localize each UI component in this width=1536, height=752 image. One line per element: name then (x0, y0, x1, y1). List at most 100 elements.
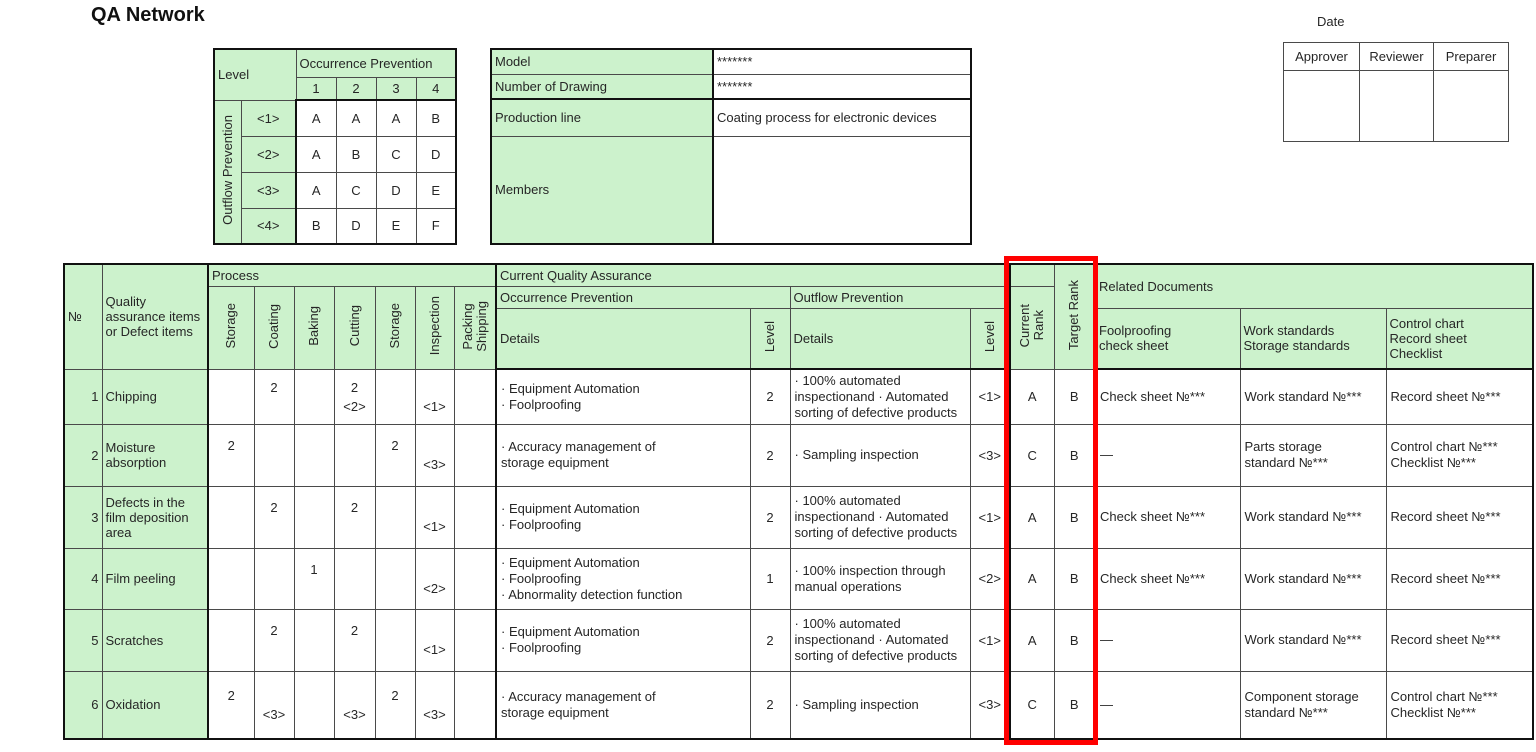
process-cell: <3> (414, 670, 455, 740)
doc-foolproofing-cell: ― (1094, 608, 1241, 672)
process-cell (207, 547, 255, 610)
outflow-details-cell: · 100% automated inspectionand · Automat… (789, 485, 971, 549)
current-rank-cell: A (1009, 608, 1055, 672)
outflow-details-cell: · 100% automated inspectionand · Automat… (789, 608, 971, 672)
signoff-header-approver: Approver (1283, 42, 1360, 71)
level-matrix-cell: A (375, 99, 417, 137)
target-rank-cell: B (1053, 670, 1096, 740)
occurrence-level-cell: 2 (749, 368, 791, 425)
level-matrix-cell: B (295, 207, 337, 245)
target-rank-cell: B (1053, 547, 1096, 610)
level-matrix-row-group-label: Outflow Prevention (213, 99, 242, 245)
header-process-baking: Baking (293, 285, 335, 370)
doc-work-standards-cell: Work standard №*** (1239, 608, 1387, 672)
current-rank-cell: C (1009, 423, 1055, 487)
current-rank-cell: C (1009, 670, 1055, 740)
process-cell (293, 485, 335, 549)
process-cell (374, 485, 416, 549)
info-value-number-of-drawing: ******* (712, 73, 972, 100)
target-rank-vertical-label: Target Rank (1066, 280, 1082, 351)
info-label-model: Model (490, 48, 714, 75)
signoff-table: Approver Reviewer Preparer (1283, 42, 1509, 142)
process-cell: 1 (293, 547, 335, 610)
target-rank-cell: B (1053, 423, 1096, 487)
outflow-details-cell: · 100% inspection through manual operati… (789, 547, 971, 610)
process-cell (207, 368, 255, 425)
process-cell: 2 (374, 423, 416, 487)
row-no: 2 (63, 423, 103, 487)
signoff-header-reviewer: Reviewer (1359, 42, 1434, 71)
info-value-model: ******* (712, 48, 972, 75)
process-cell (207, 608, 255, 672)
level-matrix-cell: D (335, 207, 377, 245)
occurrence-level-cell: 2 (749, 423, 791, 487)
header-process-cutting: Cutting (333, 285, 376, 370)
process-cell: <3> (333, 670, 376, 740)
row-no: 4 (63, 547, 103, 610)
header-current-qa-group: Current Quality Assurance (495, 263, 1011, 287)
info-value-production-line: Coating process for electronic devices (712, 98, 972, 137)
info-label-number-of-drawing: Number of Drawing (490, 73, 714, 100)
process-cell (253, 423, 295, 487)
process-cell: 2 (207, 670, 255, 740)
doc-foolproofing-cell: ― (1094, 423, 1241, 487)
doc-foolproofing-cell: Check sheet №*** (1094, 368, 1241, 425)
level-matrix-cell: E (375, 207, 417, 245)
process-cell (374, 608, 416, 672)
level-matrix-cell: F (415, 207, 457, 245)
process-cell: <1> (414, 368, 455, 425)
process-cell: 2 (374, 670, 416, 740)
process-cell (333, 423, 376, 487)
level-matrix-col-label: 1 (295, 76, 337, 101)
level-matrix-row-label: <2> (240, 135, 297, 173)
level-matrix-cell: A (295, 171, 337, 209)
header-doc-foolproofing: Foolproofing check sheet (1094, 307, 1241, 370)
process-cell (253, 547, 295, 610)
process-cell: <3> (414, 423, 455, 487)
outflow-level-cell: <3> (969, 670, 1011, 740)
process-cell: <1> (414, 485, 455, 549)
outflow-details-cell: · Sampling inspection (789, 670, 971, 740)
header-occurrence-prevention: Occurrence Prevention (495, 285, 791, 309)
process-cell (453, 608, 497, 672)
doc-work-standards-cell: Parts storage standard №*** (1239, 423, 1387, 487)
level-matrix-cell: D (415, 135, 457, 173)
signoff-stamp-preparer (1433, 70, 1509, 142)
doc-foolproofing-cell: ― (1094, 670, 1241, 740)
process-cell (293, 368, 335, 425)
table-row: 4 Film peeling 1 <2> · Equipment Automat… (63, 547, 1534, 610)
process-cell (293, 608, 335, 672)
level-matrix-cell: C (375, 135, 417, 173)
table-row: 1 Chipping 2 2 <2> <1> · Equipment Automa… (63, 368, 1534, 425)
row-item: Moisture absorption (101, 423, 209, 487)
process-cell: 2 (253, 368, 295, 425)
signoff-stamp-approver (1283, 70, 1360, 142)
outflow-level-cell: <2> (969, 547, 1011, 610)
row-no: 1 (63, 368, 103, 425)
process-cell (374, 368, 416, 425)
doc-control-chart-cell: Record sheet №*** (1385, 368, 1534, 425)
process-cell: 2 (333, 485, 376, 549)
occurrence-level-cell: 2 (749, 608, 791, 672)
occurrence-details-cell: · Equipment Automation · Foolproofing (495, 485, 751, 549)
row-no: 3 (63, 485, 103, 549)
table-row: 2 Moisture absorption 2 2 <3> · Accuracy… (63, 423, 1534, 487)
occurrence-level-cell: 2 (749, 670, 791, 740)
header-outflow-details: Details (789, 307, 971, 370)
level-matrix-col-label: 3 (375, 76, 417, 101)
doc-work-standards-cell: Work standard №*** (1239, 485, 1387, 549)
outflow-details-cell: · Sampling inspection (789, 423, 971, 487)
header-process-group: Process (207, 263, 497, 287)
level-matrix-row-label: <1> (240, 99, 297, 137)
level-matrix-row-label: <3> (240, 171, 297, 209)
level-matrix-cell: D (375, 171, 417, 209)
occurrence-level-cell: 1 (749, 547, 791, 610)
qa-main-table: № Quality assurance items or Defect item… (63, 263, 1534, 740)
header-doc-control-chart: Control chart Record sheet Checklist (1385, 307, 1534, 370)
row-item: Film peeling (101, 547, 209, 610)
target-rank-cell: B (1053, 368, 1096, 425)
level-matrix-cell: A (295, 135, 337, 173)
header-outflow-prevention: Outflow Prevention (789, 285, 1011, 309)
doc-control-chart-cell: Record sheet №*** (1385, 608, 1534, 672)
